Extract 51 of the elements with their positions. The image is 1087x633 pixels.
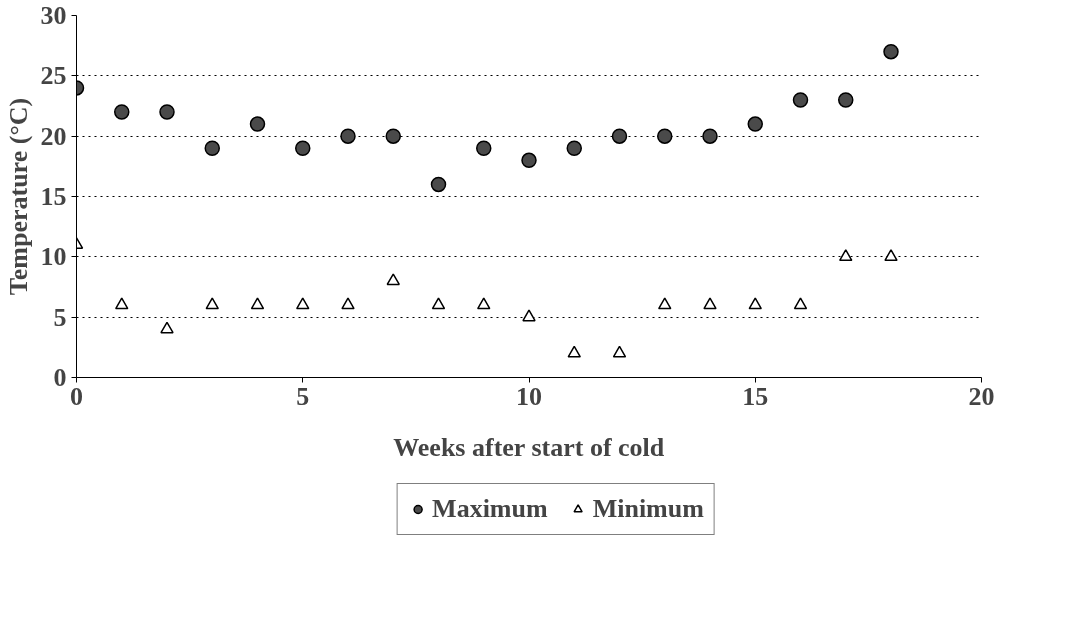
y-tick-label: 30 (40, 1, 67, 30)
point (567, 345, 581, 358)
point (114, 104, 130, 120)
x-axis-title: Weeks after start of cold (393, 432, 665, 462)
point (702, 128, 718, 144)
point (612, 345, 627, 358)
x-tick-label: 10 (516, 381, 542, 411)
y-axis-title: Temperature (°C) (3, 97, 33, 296)
point (657, 128, 673, 144)
point (296, 297, 310, 310)
point (611, 128, 628, 144)
point (431, 297, 446, 310)
point (838, 92, 854, 108)
point (341, 297, 355, 310)
point (883, 43, 899, 60)
point (566, 140, 582, 156)
legend-label: Minimum (592, 494, 704, 524)
y-tick-label: 5 (53, 302, 67, 332)
y-tick-label: 10 (40, 242, 67, 272)
point (747, 116, 763, 132)
y-tick-label: 15 (40, 182, 67, 211)
point (205, 297, 219, 310)
y-tick-label: 0 (53, 363, 67, 392)
y-tick-label: 20 (40, 121, 67, 151)
point (160, 321, 174, 334)
x-tick-label: 20 (968, 381, 995, 411)
point (477, 297, 491, 310)
x-tick-label: 5 (296, 381, 310, 411)
point (792, 92, 809, 108)
point (385, 128, 401, 144)
y-tick-label: 25 (40, 61, 67, 91)
point (340, 128, 356, 144)
point (430, 176, 447, 193)
point (250, 297, 265, 310)
point (249, 116, 266, 132)
point (204, 140, 220, 156)
point (658, 297, 672, 310)
point (295, 140, 311, 156)
point (521, 152, 537, 169)
point (703, 297, 717, 310)
point (159, 104, 175, 120)
point (793, 297, 808, 310)
point (115, 297, 129, 310)
point (884, 249, 898, 262)
point (476, 140, 492, 156)
point (386, 273, 400, 286)
x-tick-label: 15 (742, 381, 769, 411)
legend-label: Maximum (432, 494, 548, 524)
point (522, 309, 536, 322)
point (748, 297, 762, 310)
point (839, 249, 853, 262)
